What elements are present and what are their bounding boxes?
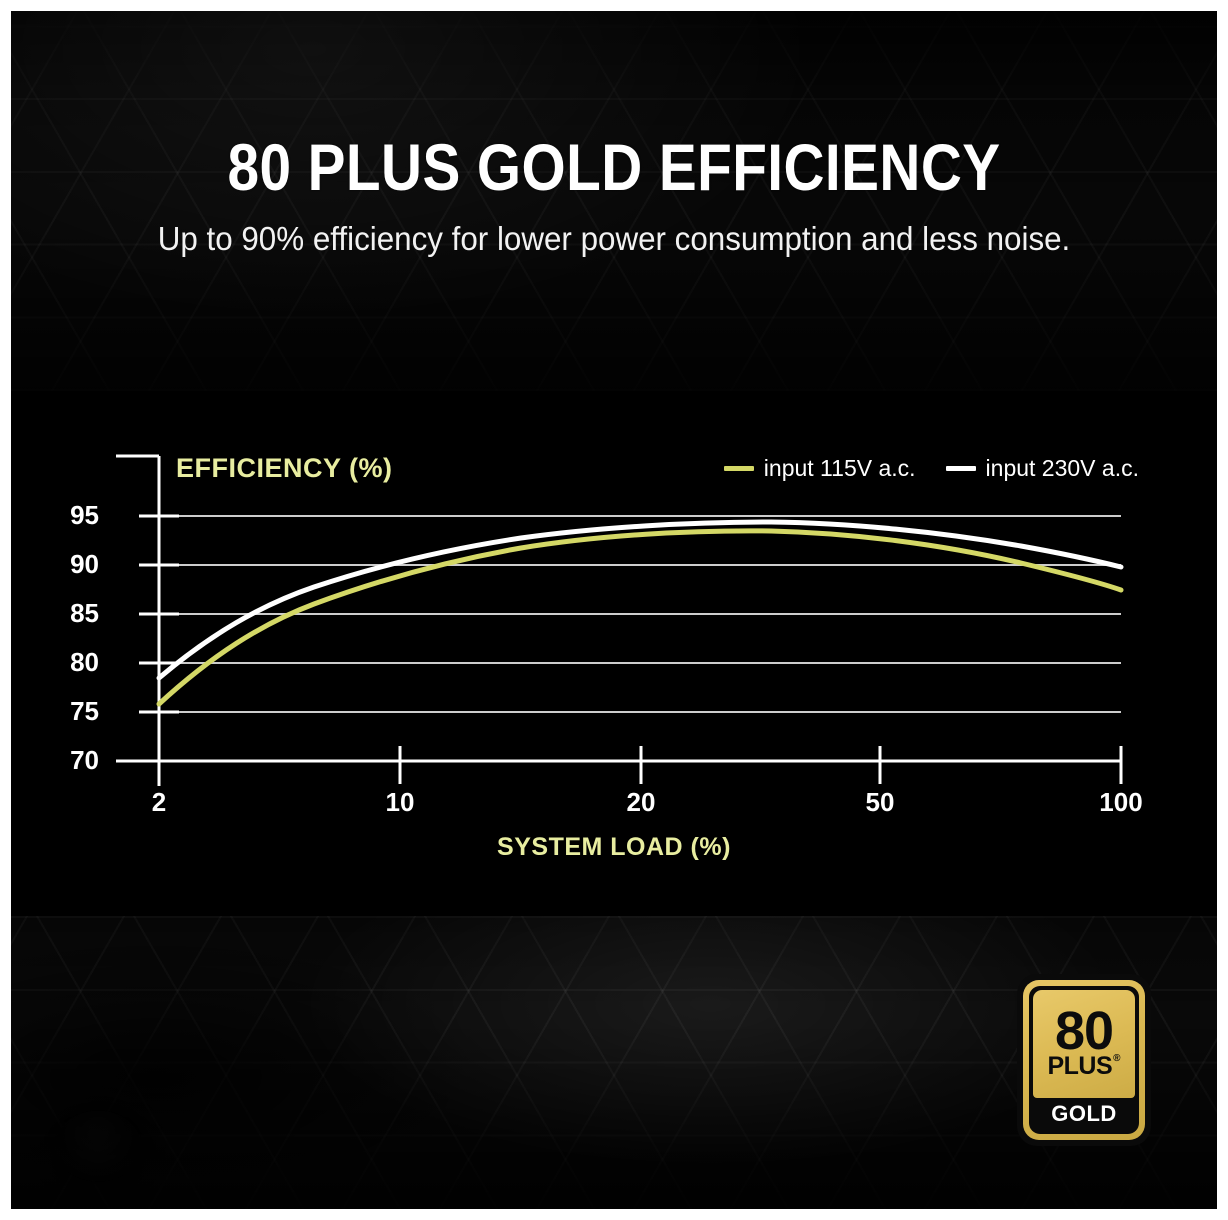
product-panel: 80 PLUS GOLD EFFICIENCY Up to 90% effici… [11, 11, 1217, 1209]
page-subtitle: Up to 90% efficiency for lower power con… [157, 220, 1071, 258]
y-tick-label-85: 85 [70, 598, 99, 628]
x-axis-title: SYSTEM LOAD (%) [497, 833, 731, 861]
page-title: 80 PLUS GOLD EFFICIENCY [227, 130, 1001, 204]
y-tick-label-95: 95 [70, 500, 99, 530]
legend-label-230v: input 230V a.c. [985, 455, 1139, 481]
y-tick-label-70: 70 [70, 745, 99, 775]
header: 80 PLUS GOLD EFFICIENCY Up to 90% effici… [11, 11, 1217, 258]
axis-lines [116, 454, 1121, 786]
y-tick-label-75: 75 [70, 696, 99, 726]
badge-plate: 80 PLUS ® GOLD [1023, 980, 1145, 1140]
chart-inner: 95 90 85 80 75 70 2 10 20 50 100 EFFICIE… [11, 391, 1217, 916]
badge-gold-area: 80 PLUS ® [1033, 990, 1135, 1098]
legend-label-115v: input 115V a.c. [763, 455, 916, 481]
y-tick-label-90: 90 [70, 549, 99, 579]
badge-plus-row: PLUS ® [1047, 1054, 1120, 1079]
legend-item-230v: input 230V a.c. [945, 455, 1139, 482]
y-tick-marks [139, 514, 179, 763]
grid-lines [139, 515, 1121, 713]
badge-plus-text: PLUS [1047, 1052, 1113, 1081]
series-line-115v [156, 528, 1124, 707]
badge-tier-label: GOLD [1051, 1101, 1117, 1126]
x-tick-label-2: 2 [151, 787, 167, 817]
chart-plot-area [116, 454, 1124, 786]
registered-trademark-icon: ® [1113, 1053, 1121, 1065]
x-tick-marks [157, 746, 1123, 784]
badge-number: 80 [1054, 1000, 1114, 1061]
x-tick-label-10: 10 [385, 787, 415, 817]
legend-swatch-115v-icon [723, 466, 754, 471]
fan-hub-icon [55, 1111, 141, 1181]
x-tick-label-20: 20 [626, 787, 656, 817]
series-line-230v [156, 519, 1124, 681]
efficiency-chart: 95 90 85 80 75 70 2 10 20 50 100 EFFICIE… [11, 391, 1217, 916]
chart-legend: input 115V a.c. input 230V a.c. [723, 455, 1139, 482]
x-tick-label-100: 100 [1099, 787, 1143, 817]
y-axis-title: EFFICIENCY (%) [176, 453, 393, 483]
legend-swatch-230v-icon [945, 466, 976, 471]
legend-item-115v: input 115V a.c. [723, 455, 916, 482]
x-tick-label-50: 50 [865, 787, 895, 817]
80-plus-gold-badge: 80 PLUS ® GOLD [1017, 974, 1151, 1146]
y-tick-label-80: 80 [70, 647, 99, 677]
badge-inner: 80 PLUS ® GOLD [1029, 986, 1139, 1134]
